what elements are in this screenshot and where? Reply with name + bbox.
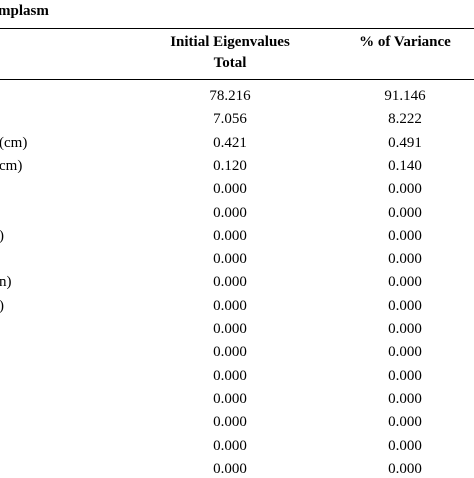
total-cell: 0.000 bbox=[213, 414, 247, 431]
row-label: (cm) bbox=[0, 134, 28, 151]
total-cell: 0.000 bbox=[213, 297, 247, 314]
total-cell: 0.000 bbox=[213, 460, 247, 477]
total-cell: 0.000 bbox=[213, 274, 247, 291]
variance-cell: 0.000 bbox=[388, 274, 422, 291]
variance-cell: 0.000 bbox=[388, 367, 422, 384]
total-cell: 0.000 bbox=[213, 344, 247, 361]
total-cell: 0.120 bbox=[213, 157, 247, 174]
row-label: ) bbox=[0, 228, 4, 245]
total-cell: 0.000 bbox=[213, 321, 247, 337]
variance-cell: 0.140 bbox=[388, 157, 422, 174]
variance-cell: 0.000 bbox=[388, 437, 422, 454]
variance-cell: 0.000 bbox=[388, 321, 422, 337]
total-cell: 0.000 bbox=[213, 204, 247, 221]
header-variance: % of Variance bbox=[359, 34, 451, 50]
variance-cell: 0.000 bbox=[388, 227, 422, 244]
variance-cell: 0.000 bbox=[388, 251, 422, 268]
total-cell: 78.216 bbox=[209, 88, 251, 104]
variance-cell: 0.000 bbox=[388, 181, 422, 198]
total-cell: 0.000 bbox=[213, 251, 247, 268]
variance-cell: 0.000 bbox=[388, 297, 422, 314]
total-cell: 0.000 bbox=[213, 367, 247, 384]
table-title: mplasm bbox=[0, 3, 49, 19]
variance-cell: 0.000 bbox=[388, 414, 422, 431]
total-cell: 0.421 bbox=[213, 134, 247, 151]
total-cell: 0.000 bbox=[213, 181, 247, 198]
top-rule bbox=[0, 28, 474, 29]
variance-cell: 0.000 bbox=[388, 390, 422, 407]
total-cell: 0.000 bbox=[213, 390, 247, 407]
header-total-2: Total bbox=[213, 55, 247, 71]
variance-cell: 0.000 bbox=[388, 344, 422, 361]
variance-cell: 91.146 bbox=[384, 88, 426, 104]
total-cell: 0.000 bbox=[213, 227, 247, 244]
header-rule bbox=[0, 79, 474, 80]
row-label: ) bbox=[0, 298, 4, 315]
row-label: n) bbox=[0, 274, 12, 291]
variance-cell: 0.491 bbox=[388, 134, 422, 151]
variance-cell: 0.000 bbox=[388, 204, 422, 221]
row-label: cm) bbox=[0, 157, 23, 174]
total-cell: 0.000 bbox=[213, 437, 247, 454]
variance-cell: 8.222 bbox=[388, 111, 422, 128]
total-cell: 7.056 bbox=[213, 111, 247, 128]
header-total-1: Initial Eigenvalues bbox=[170, 34, 290, 50]
variance-cell: 0.000 bbox=[388, 460, 422, 477]
